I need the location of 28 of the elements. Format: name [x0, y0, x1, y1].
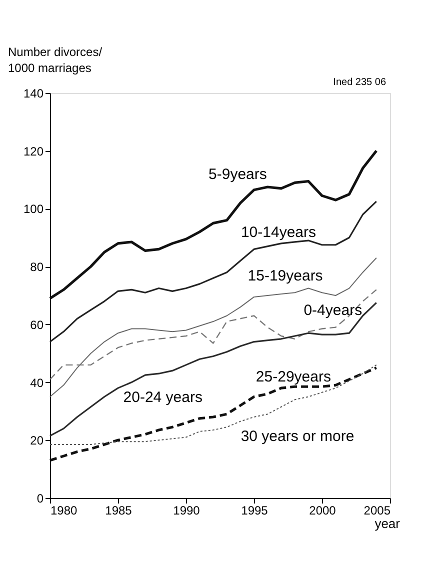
x-tick-label: 2000: [309, 504, 336, 518]
y-tick-label: 60: [30, 318, 44, 332]
text: Ined 235 06: [333, 77, 386, 88]
series-label: 0-4years: [304, 302, 362, 319]
y-tick-label: 20: [30, 434, 44, 448]
y-tick-label: 80: [30, 260, 44, 274]
line-series: [49, 200, 378, 343]
x-axis-title: year: [374, 516, 401, 531]
series-label: 20-24 years: [123, 388, 202, 406]
series-label: 30 years or more: [240, 428, 354, 445]
line-series: [48, 150, 378, 300]
x-tick-label: 1990: [173, 504, 200, 518]
line-series: [50, 364, 377, 445]
y-tick-label: 40: [30, 376, 44, 390]
y-tick-label: 0: [36, 492, 44, 506]
series-label: 15-19years: [248, 267, 323, 284]
line-series: [48, 366, 378, 462]
y-tick-label: 120: [23, 144, 44, 158]
series-label: 25-29years: [256, 368, 331, 386]
y-tick-label: 140: [23, 86, 44, 100]
x-tick-label: 1985: [105, 504, 132, 518]
series-label: 5-9years: [208, 166, 267, 183]
x-tick-label: 1980: [50, 504, 78, 518]
y-tick-label: 100: [23, 202, 44, 216]
y-axis-title: Number divorces/ 1000 marriages: [8, 45, 103, 75]
series-label: 10-14years: [240, 224, 316, 241]
x-tick-label: 1995: [241, 504, 268, 518]
x-tick-label: 2005: [364, 504, 391, 518]
